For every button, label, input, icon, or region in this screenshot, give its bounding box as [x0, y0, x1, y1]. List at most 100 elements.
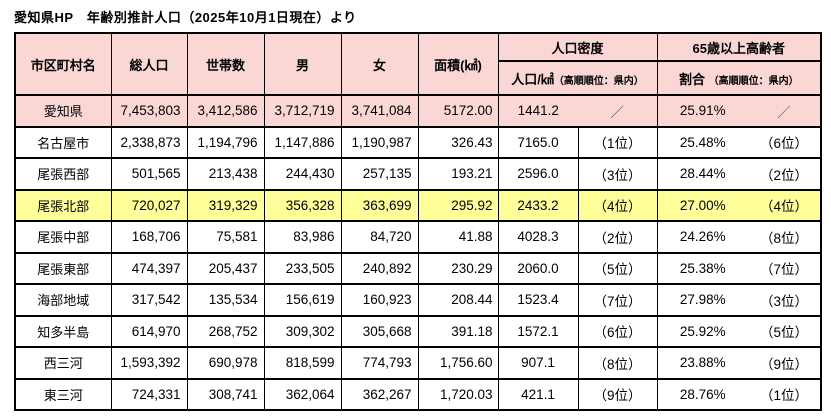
header-name: 市区町村名	[14, 32, 112, 96]
cell-elderly-ratio: 25.91%	[656, 94, 749, 128]
cell-households: 268,752	[186, 314, 265, 348]
cell-male: 356,328	[263, 188, 342, 222]
cell-density-rank: （2位）	[577, 220, 658, 254]
cell-female: 774,793	[340, 346, 419, 380]
cell-households: 75,581	[186, 220, 265, 254]
cell-elderly-ratio: 24.26%	[656, 220, 749, 254]
cell-elderly-rank: （3位）	[748, 283, 822, 317]
cell-area: 1,756.60	[417, 346, 499, 380]
header-elderly-sub: 割合 （高順順位：県内）	[656, 60, 822, 96]
table-row: 海部地域 317,542 135,534 156,619 160,923 208.44 15…	[14, 283, 822, 317]
cell-name: 愛知県	[14, 94, 112, 128]
cell-elderly-ratio: 28.44%	[656, 157, 749, 191]
cell-name: 尾張西部	[14, 157, 112, 191]
cell-elderly-rank: （2位）	[748, 157, 822, 191]
cell-density-rank: ／	[578, 94, 658, 128]
cell-male: 233,505	[263, 251, 342, 285]
table-row: 尾張東部 474,397 205,437 233,505 240,892 230.29 20…	[14, 251, 822, 285]
cell-total-population: 614,970	[110, 314, 188, 348]
cell-elderly-ratio: 28.76%	[656, 377, 749, 411]
cell-elderly-ratio: 25.38%	[656, 251, 749, 285]
cell-area: 1,720.03	[417, 377, 499, 411]
cell-male: 3,712,719	[263, 94, 342, 128]
cell-elderly-rank: ／	[748, 94, 822, 128]
cell-households: 308,741	[186, 377, 265, 411]
cell-elderly-rank: （1位）	[748, 377, 822, 411]
cell-area: 391.18	[417, 314, 499, 348]
cell-elderly-rank: （9位）	[748, 346, 822, 380]
cell-density-rank: （4位）	[577, 188, 658, 222]
header-households: 世帯数	[186, 32, 265, 96]
cell-density: 2060.0	[497, 251, 579, 285]
cell-density: 2433.2	[497, 188, 579, 222]
cell-area: 295.92	[417, 188, 499, 222]
cell-density-rank: （9位）	[577, 377, 658, 411]
cell-density-rank: （6位）	[577, 314, 658, 348]
cell-male: 244,430	[263, 157, 342, 191]
cell-name: 尾張東部	[14, 251, 112, 285]
cell-households: 690,978	[186, 346, 265, 380]
cell-female: 84,720	[340, 220, 419, 254]
cell-name: 西三河	[14, 346, 112, 380]
cell-name: 東三河	[14, 377, 112, 411]
table-row: 西三河 1,593,392 690,978 818,599 774,793 1,756.6…	[14, 346, 822, 380]
cell-density-rank: （5位）	[577, 251, 658, 285]
cell-elderly-rank: （4位）	[748, 188, 822, 222]
cell-elderly-ratio: 25.48%	[656, 125, 749, 159]
cell-area: 193.21	[417, 157, 499, 191]
header-female: 女	[340, 32, 419, 96]
cell-area: 5172.00	[417, 94, 499, 128]
cell-density: 7165.0	[497, 125, 579, 159]
cell-elderly-rank: （6位）	[748, 125, 822, 159]
header-elderly-sub-note: （高順順位：県内）	[708, 75, 799, 87]
header-elderly-sub-label: 割合	[678, 71, 705, 87]
cell-total-population: 7,453,803	[110, 94, 188, 128]
cell-male: 1,147,886	[263, 125, 342, 159]
cell-total-population: 1,593,392	[110, 346, 188, 380]
cell-density: 1572.1	[497, 314, 579, 348]
cell-total-population: 317,542	[110, 283, 188, 317]
cell-density: 2596.0	[497, 157, 579, 191]
cell-female: 305,668	[340, 314, 419, 348]
cell-female: 240,892	[340, 251, 419, 285]
cell-density-rank: （1位）	[577, 125, 658, 159]
header-density-group: 人口密度	[497, 32, 658, 62]
cell-name: 尾張北部	[14, 188, 112, 222]
table-header: 市区町村名 総人口 世帯数 男 女 面積(㎢) 人口密度 65歳以上高齢者 人口…	[14, 32, 822, 96]
header-total-population: 総人口	[110, 32, 188, 96]
cell-male: 818,599	[263, 346, 342, 380]
cell-density-rank: （8位）	[577, 346, 658, 380]
cell-households: 213,438	[186, 157, 265, 191]
cell-female: 257,135	[340, 157, 419, 191]
table-row: 東三河 724,331 308,741 362,064 362,267 1,720.03 4…	[14, 377, 822, 411]
cell-total-population: 720,027	[110, 188, 188, 222]
cell-households: 3,412,586	[186, 94, 265, 128]
cell-elderly-rank: （8位）	[748, 220, 822, 254]
table-row: 愛知県 7,453,803 3,412,586 3,712,719 3,741,084 5…	[14, 94, 822, 128]
cell-households: 319,329	[186, 188, 265, 222]
cell-density: 4028.3	[497, 220, 579, 254]
page-title: 愛知県HP 年齢別推計人口（2025年10月1日現在）より	[14, 10, 357, 25]
cell-households: 1,194,796	[186, 125, 265, 159]
cell-female: 1,190,987	[340, 125, 419, 159]
table-row: 尾張北部 720,027 319,329 356,328 363,699 295.92 24…	[14, 188, 822, 222]
cell-male: 309,302	[263, 314, 342, 348]
cell-area: 208.44	[417, 283, 499, 317]
header-area: 面積(㎢)	[417, 32, 499, 96]
cell-total-population: 724,331	[110, 377, 188, 411]
cell-elderly-rank: （5位）	[748, 314, 822, 348]
cell-density-rank: （3位）	[577, 157, 658, 191]
population-table: 市区町村名 総人口 世帯数 男 女 面積(㎢) 人口密度 65歳以上高齢者 人口…	[14, 32, 823, 411]
cell-households: 135,534	[186, 283, 265, 317]
cell-female: 363,699	[340, 188, 419, 222]
table-row: 尾張中部 168,706 75,581 83,986 84,720 41.88 4028.3…	[14, 220, 822, 254]
cell-name: 名古屋市	[14, 125, 112, 159]
cell-name: 尾張中部	[14, 220, 112, 254]
cell-female: 160,923	[340, 283, 419, 317]
cell-density: 1523.4	[497, 283, 579, 317]
cell-elderly-ratio: 23.88%	[656, 346, 749, 380]
cell-density: 907.1	[497, 346, 579, 380]
header-elderly-group: 65歳以上高齢者	[656, 32, 822, 62]
cell-female: 3,741,084	[340, 94, 419, 128]
cell-name: 海部地域	[14, 283, 112, 317]
